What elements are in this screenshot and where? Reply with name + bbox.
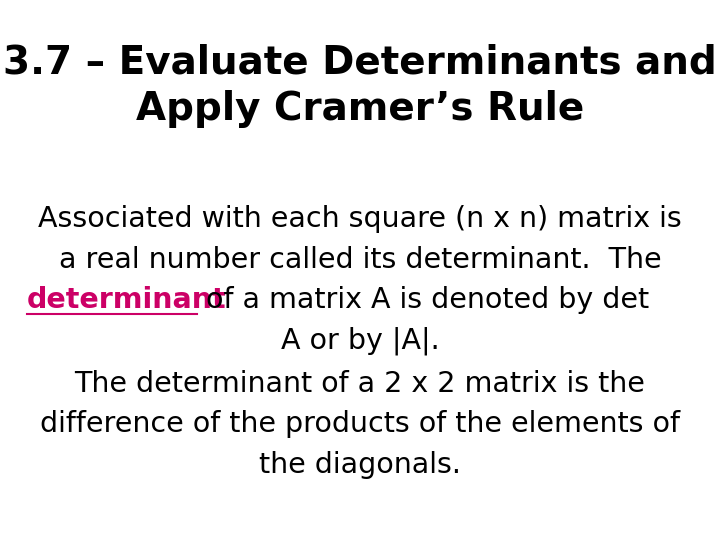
Text: The determinant of a 2 x 2 matrix is the: The determinant of a 2 x 2 matrix is the (75, 370, 645, 398)
Text: difference of the products of the elements of: difference of the products of the elemen… (40, 410, 680, 438)
Text: a real number called its determinant.  The: a real number called its determinant. Th… (59, 246, 661, 274)
Text: determinant: determinant (27, 286, 227, 314)
Text: A or by |A|.: A or by |A|. (281, 327, 439, 355)
Text: 3.7 – Evaluate Determinants and
Apply Cramer’s Rule: 3.7 – Evaluate Determinants and Apply Cr… (3, 43, 717, 128)
Text: the diagonals.: the diagonals. (259, 451, 461, 479)
Text: of a matrix A is denoted by det: of a matrix A is denoted by det (197, 286, 649, 314)
Text: Associated with each square (n x n) matrix is: Associated with each square (n x n) matr… (38, 205, 682, 233)
